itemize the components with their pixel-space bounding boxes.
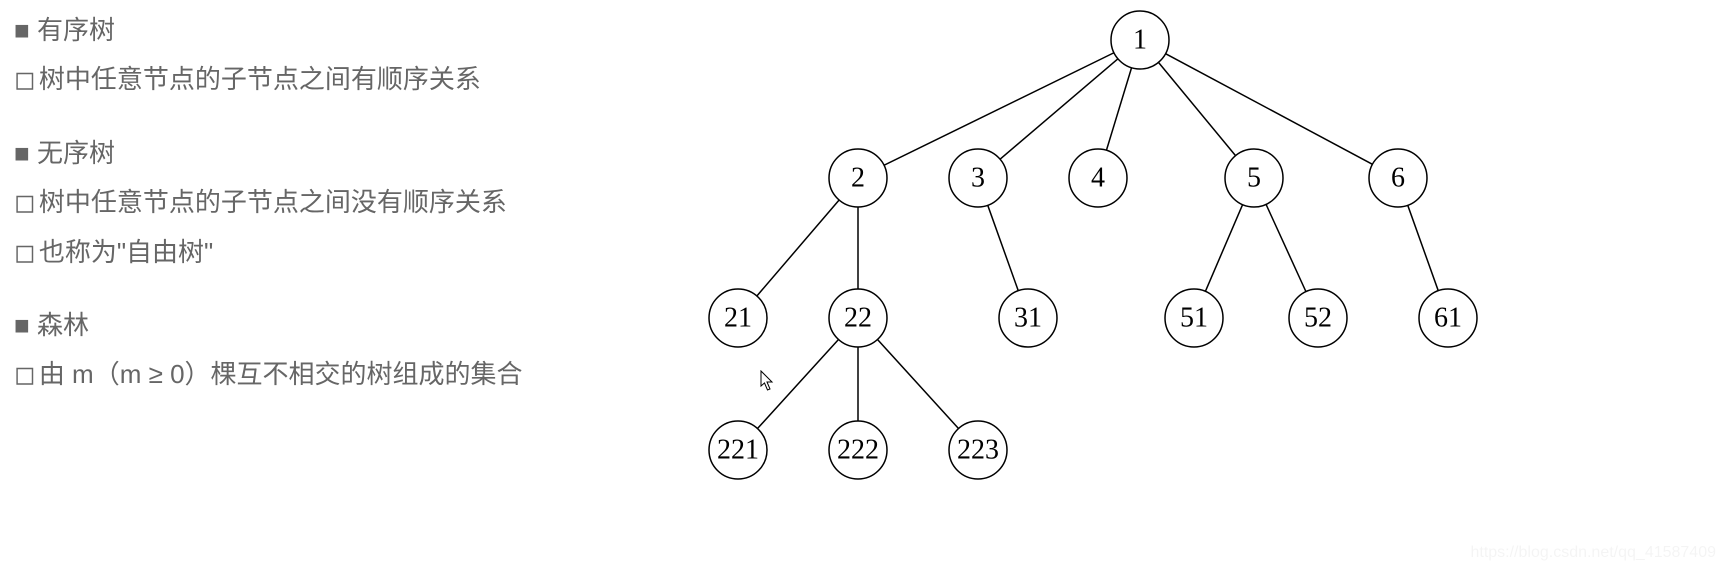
tree-node-label: 221 xyxy=(717,435,759,466)
mouse-cursor-icon xyxy=(760,370,776,392)
section-ordered-tree: 有序树 树中任意节点的子节点之间有顺序关系 xyxy=(14,6,523,105)
heading-ordered-tree: 有序树 xyxy=(14,6,523,55)
tree-edge xyxy=(1266,204,1306,291)
tree-node-label: 31 xyxy=(1014,303,1042,334)
tree-diagram: 1 2 3 4 5 6 21 22 31 51 52 61 221 222 223 xyxy=(680,0,1726,568)
bullet-forest-0: 由 m（m ≥ 0）棵互不相交的树组成的集合 xyxy=(14,350,523,399)
watermark-text: https://blog.csdn.net/qq_41587409 xyxy=(1470,544,1716,562)
tree-node-label: 223 xyxy=(957,435,999,466)
heading-forest: 森林 xyxy=(14,301,523,350)
tree-edge xyxy=(1000,59,1118,159)
tree-edge xyxy=(1106,68,1131,151)
section-unordered-tree: 无序树 树中任意节点的子节点之间没有顺序关系 也称为"自由树" xyxy=(14,129,523,277)
tree-node-label: 52 xyxy=(1304,303,1332,334)
tree-edge xyxy=(878,339,959,428)
section-forest: 森林 由 m（m ≥ 0）棵互不相交的树组成的集合 xyxy=(14,301,523,400)
bullet-unordered-tree-0: 树中任意节点的子节点之间没有顺序关系 xyxy=(14,178,523,227)
tree-node-label: 4 xyxy=(1091,163,1105,194)
tree-edge xyxy=(1158,62,1235,155)
text-definitions: 有序树 树中任意节点的子节点之间有顺序关系 无序树 树中任意节点的子节点之间没有… xyxy=(14,6,523,424)
heading-unordered-tree: 无序树 xyxy=(14,129,523,178)
tree-node-label: 51 xyxy=(1180,303,1208,334)
tree-node-label: 222 xyxy=(837,435,879,466)
tree-edge xyxy=(757,200,839,296)
bullet-unordered-tree-1: 也称为"自由树" xyxy=(14,228,523,277)
tree-node-label: 21 xyxy=(724,303,752,334)
tree-node-label: 3 xyxy=(971,163,985,194)
tree-node-label: 1 xyxy=(1133,25,1147,56)
bullet-ordered-tree-0: 树中任意节点的子节点之间有顺序关系 xyxy=(14,55,523,104)
tree-edge xyxy=(884,53,1114,166)
tree-node-label: 22 xyxy=(844,303,872,334)
tree-node-label: 5 xyxy=(1247,163,1261,194)
tree-edge xyxy=(988,205,1018,290)
tree-node-label: 61 xyxy=(1434,303,1462,334)
tree-edge xyxy=(1205,205,1242,292)
tree-edge xyxy=(1408,205,1438,290)
tree-node-label: 6 xyxy=(1391,163,1405,194)
tree-node-label: 2 xyxy=(851,163,865,194)
